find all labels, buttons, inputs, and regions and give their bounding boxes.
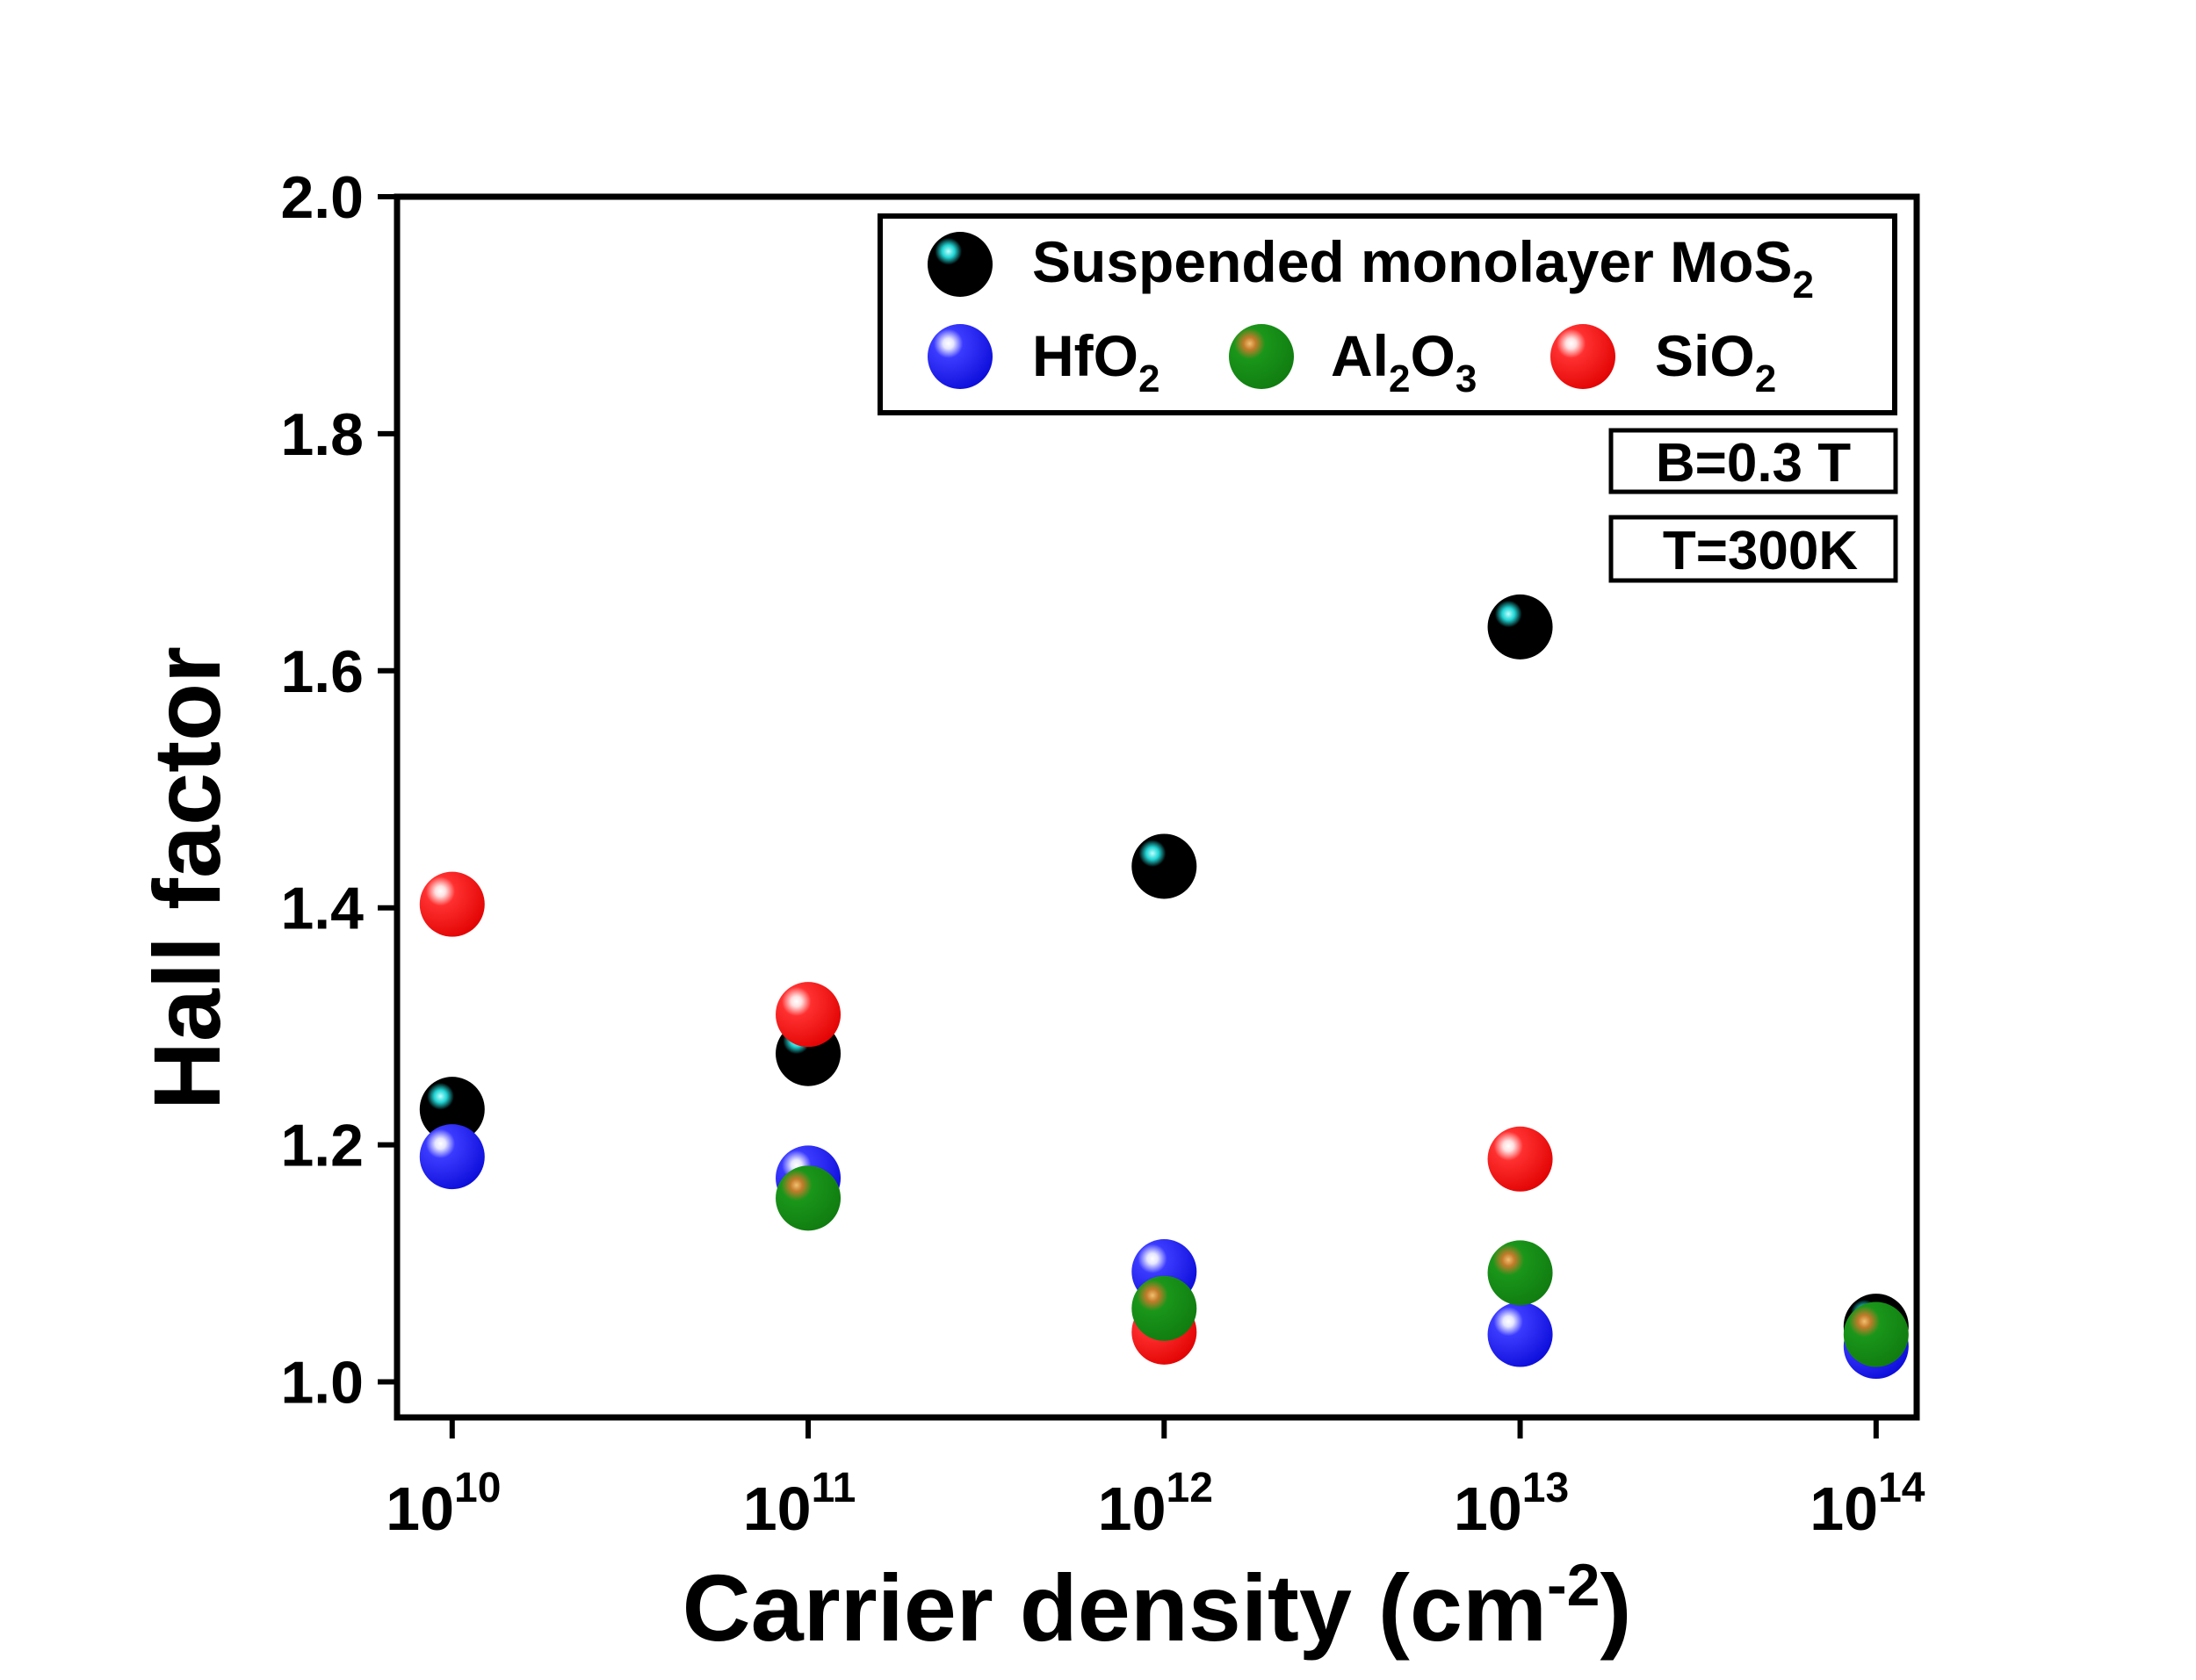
point-suspended [419, 1077, 485, 1143]
x-axis-label: Carrier density (cm-2) [683, 1552, 1632, 1661]
y-axis-label: Hall factor [134, 646, 240, 1110]
annotation-field: B=0.3 T [1608, 428, 1898, 494]
point-sio2 [419, 871, 485, 937]
point-hfo2 [1487, 1301, 1553, 1367]
x-tick-label: 1013 [1454, 1465, 1569, 1543]
y-tick-label: 1.8 [280, 401, 364, 468]
point-suspended [1487, 594, 1553, 660]
point-al2o3 [1131, 1275, 1197, 1341]
y-tick-label: 2.0 [280, 164, 364, 231]
point-sio2 [1487, 1126, 1553, 1192]
point-hfo2 [419, 1124, 485, 1190]
point-suspended [1131, 833, 1197, 899]
x-tick-label: 1014 [1810, 1465, 1925, 1543]
legend-marker-hfo2 [928, 324, 993, 389]
x-tick-label: 1010 [386, 1465, 501, 1543]
x-tick-label: 1012 [1098, 1465, 1213, 1543]
legend-marker-sio2 [1550, 324, 1615, 389]
annotation-temperature-text: T=300K [1663, 521, 1859, 581]
legend-label-hfo2: HfO2 [1032, 323, 1159, 400]
legend-label-al2o3: Al2O3 [1331, 323, 1477, 400]
plot-frame [394, 193, 1920, 1421]
y-tick-label: 1.2 [280, 1113, 364, 1179]
legend-marker-al2o3 [1229, 324, 1294, 389]
legend: Suspended monolayer MoS2 HfO2 Al2O3 SiO2 [878, 213, 1897, 415]
annotation-temperature: T=300K [1608, 515, 1898, 583]
y-axis: 1.0 1.2 1.4 1.6 1.8 2.0 [280, 164, 397, 1417]
point-al2o3 [1843, 1301, 1909, 1367]
x-tick-label: 1011 [743, 1465, 856, 1543]
y-tick-label: 1.6 [280, 638, 364, 705]
legend-box [878, 213, 1897, 415]
legend-marker-suspended [928, 232, 993, 297]
annotation-magnetic-field: B=0.3 T [1656, 433, 1851, 494]
point-sio2 [776, 982, 842, 1048]
legend-label-sio2: SiO2 [1655, 323, 1776, 400]
legend-label-suspended: Suspended monolayer MoS2 [1032, 229, 1814, 306]
data-points [419, 594, 1909, 1380]
x-axis: 1010 1011 1012 1013 1014 [386, 1417, 1925, 1543]
point-al2o3 [776, 1165, 842, 1231]
y-tick-label: 1.4 [280, 876, 364, 942]
y-tick-label: 1.0 [280, 1350, 364, 1417]
point-al2o3 [1487, 1240, 1553, 1306]
